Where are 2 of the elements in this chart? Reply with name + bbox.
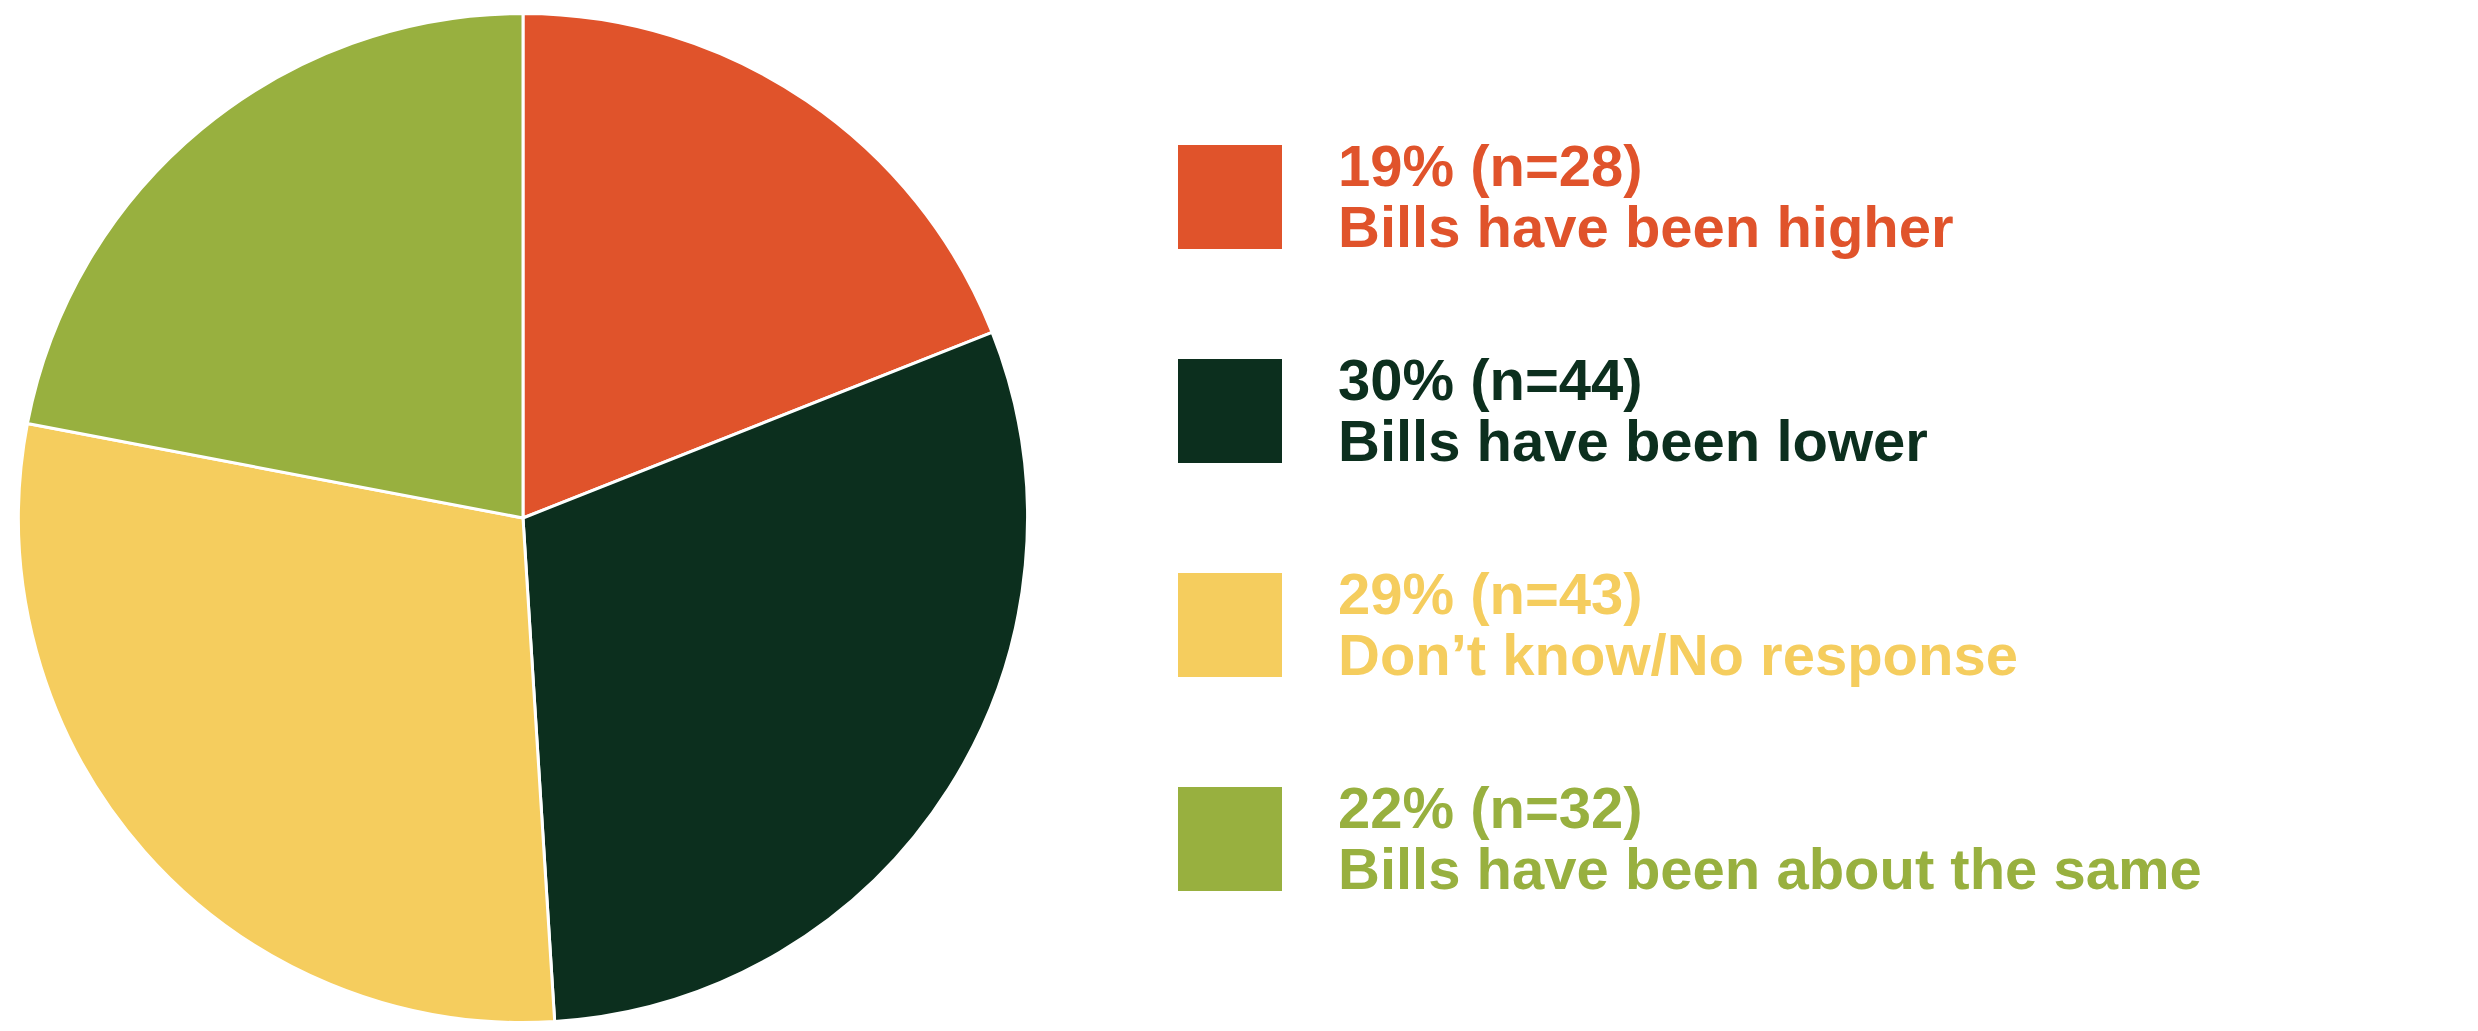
data-label: 19% (n=28) (1338, 133, 1644, 199)
data-label: 30% (n=44) (1338, 347, 1644, 413)
